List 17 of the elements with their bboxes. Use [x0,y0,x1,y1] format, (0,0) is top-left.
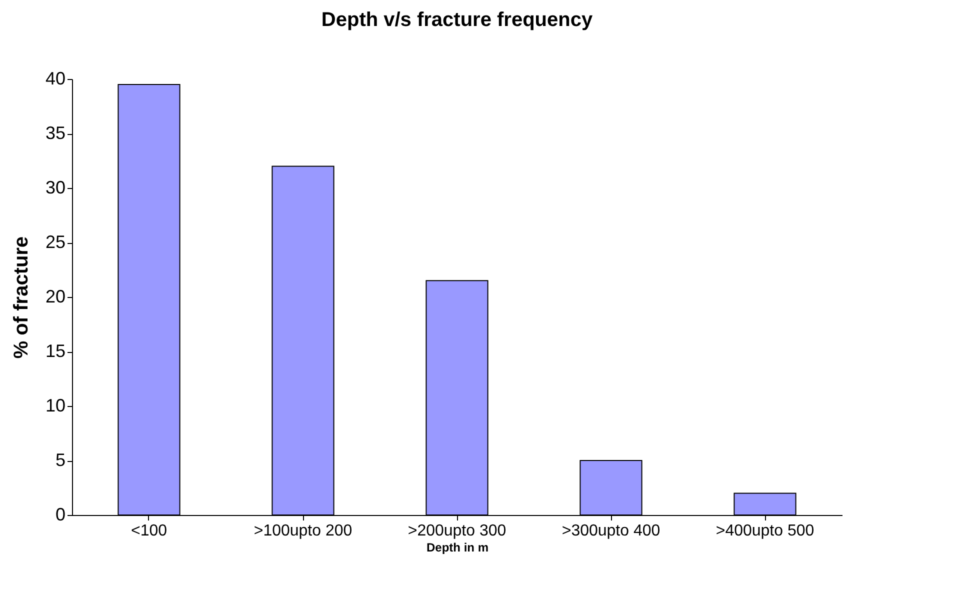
x-axis-title: Depth in m [426,540,488,554]
chart-title: Depth v/s fracture frequency [321,9,594,31]
y-tick-label: 25 [45,232,66,252]
y-tick-label: 0 [55,504,66,524]
x-tick-label: >300upto 400 [562,522,660,540]
y-tick-label: 10 [45,396,66,416]
y-axis-title: % of fracture [10,236,32,359]
x-tick-label: >200upto 300 [408,522,506,540]
y-tick-label: 15 [45,341,66,361]
y-tick-label: 30 [45,178,66,198]
y-tick-label: 20 [45,286,66,306]
y-tick-label: 5 [55,450,66,470]
x-tick-label: >400upto 500 [716,522,814,540]
x-tick-label: <100 [130,522,168,540]
y-tick-label: 40 [45,68,66,88]
x-tick-label: >100upto 200 [254,522,352,540]
y-tick-label: 35 [45,123,66,143]
